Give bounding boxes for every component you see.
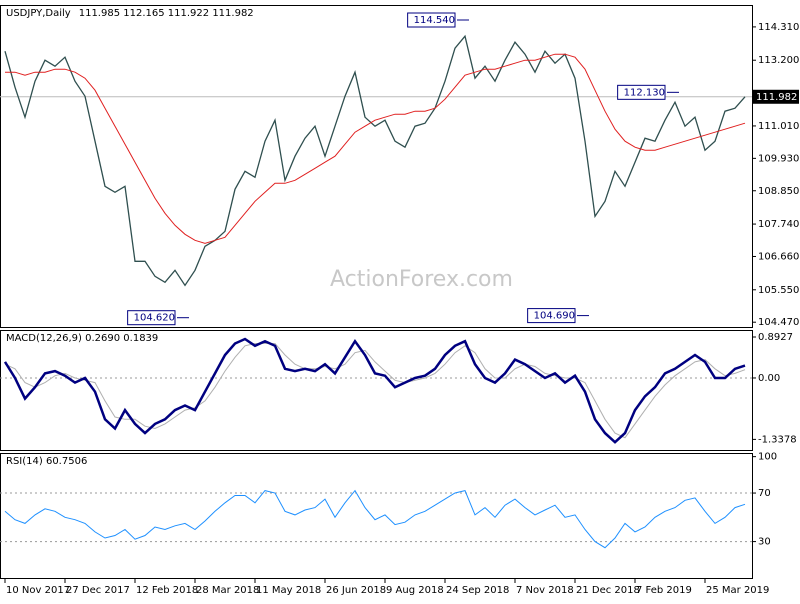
annotation-box: [527, 308, 576, 324]
x-tick-label: 7 Nov 2018: [516, 585, 574, 596]
last-price-box: [753, 89, 799, 104]
panel-title: USDJPY,Daily: [6, 8, 71, 19]
y-tick-label: 104.470: [758, 317, 799, 328]
series-line: [5, 53, 746, 244]
annotation-box: [407, 12, 456, 28]
annotation-box: [617, 84, 666, 100]
main-panel: [0, 5, 753, 328]
x-tick-label: 9 Aug 2018: [386, 585, 444, 596]
annotation-box: [127, 310, 176, 326]
y-tick-label: 0.8927: [758, 332, 793, 343]
y-tick-label: 70: [758, 488, 771, 499]
series-line: [3, 337, 746, 444]
x-tick-label: 21 Dec 2018: [576, 585, 640, 596]
panel-title: MACD(12,26,9) 0.2690 0.1839: [6, 333, 158, 344]
y-tick-label: 100: [758, 452, 777, 463]
series-line: [4, 489, 746, 549]
x-tick-label: 28 Mar 2018: [196, 585, 259, 596]
x-tick-label: 25 Mar 2019: [706, 585, 769, 596]
x-tick-label: 26 Jun 2018: [326, 585, 386, 596]
panel-subtitle: 111.985 112.165 111.922 111.982: [79, 8, 254, 19]
y-tick-label: 109.930: [758, 153, 799, 164]
annotation-label: 114.540: [414, 15, 455, 26]
y-tick-label: 108.850: [758, 186, 799, 197]
x-tick-label: 10 Nov 2017: [6, 585, 70, 596]
last-price-label: 111.982: [756, 92, 797, 103]
annotation-label: 104.690: [534, 311, 575, 322]
y-tick-label: 105.550: [758, 285, 799, 296]
x-tick-label: 27 Dec 2017: [66, 585, 130, 596]
y-tick-label: 113.200: [758, 55, 799, 66]
x-tick-label: 11 May 2018: [256, 585, 321, 596]
y-tick-label: 30: [758, 537, 771, 548]
macd-panel: [0, 330, 753, 451]
x-tick-label: 7 Feb 2019: [636, 585, 692, 596]
y-tick-label: 0.00: [758, 373, 780, 384]
annotation-label: 112.130: [624, 87, 665, 98]
annotation-label: 104.620: [134, 313, 175, 324]
y-tick-label: 107.740: [758, 219, 799, 230]
series-line: [4, 34, 746, 287]
y-tick-label: 111.010: [758, 121, 799, 132]
y-tick-label: 106.660: [758, 251, 799, 262]
watermark: ActionForex.com: [330, 267, 513, 292]
y-tick-label: -1.3378: [758, 434, 797, 445]
panel-title: RSI(14) 60.7506: [6, 456, 87, 467]
x-tick-label: 12 Feb 2018: [136, 585, 198, 596]
rsi-panel: [0, 453, 753, 579]
x-tick-label: 24 Sep 2018: [446, 585, 509, 596]
y-tick-label: 114.310: [758, 22, 799, 33]
